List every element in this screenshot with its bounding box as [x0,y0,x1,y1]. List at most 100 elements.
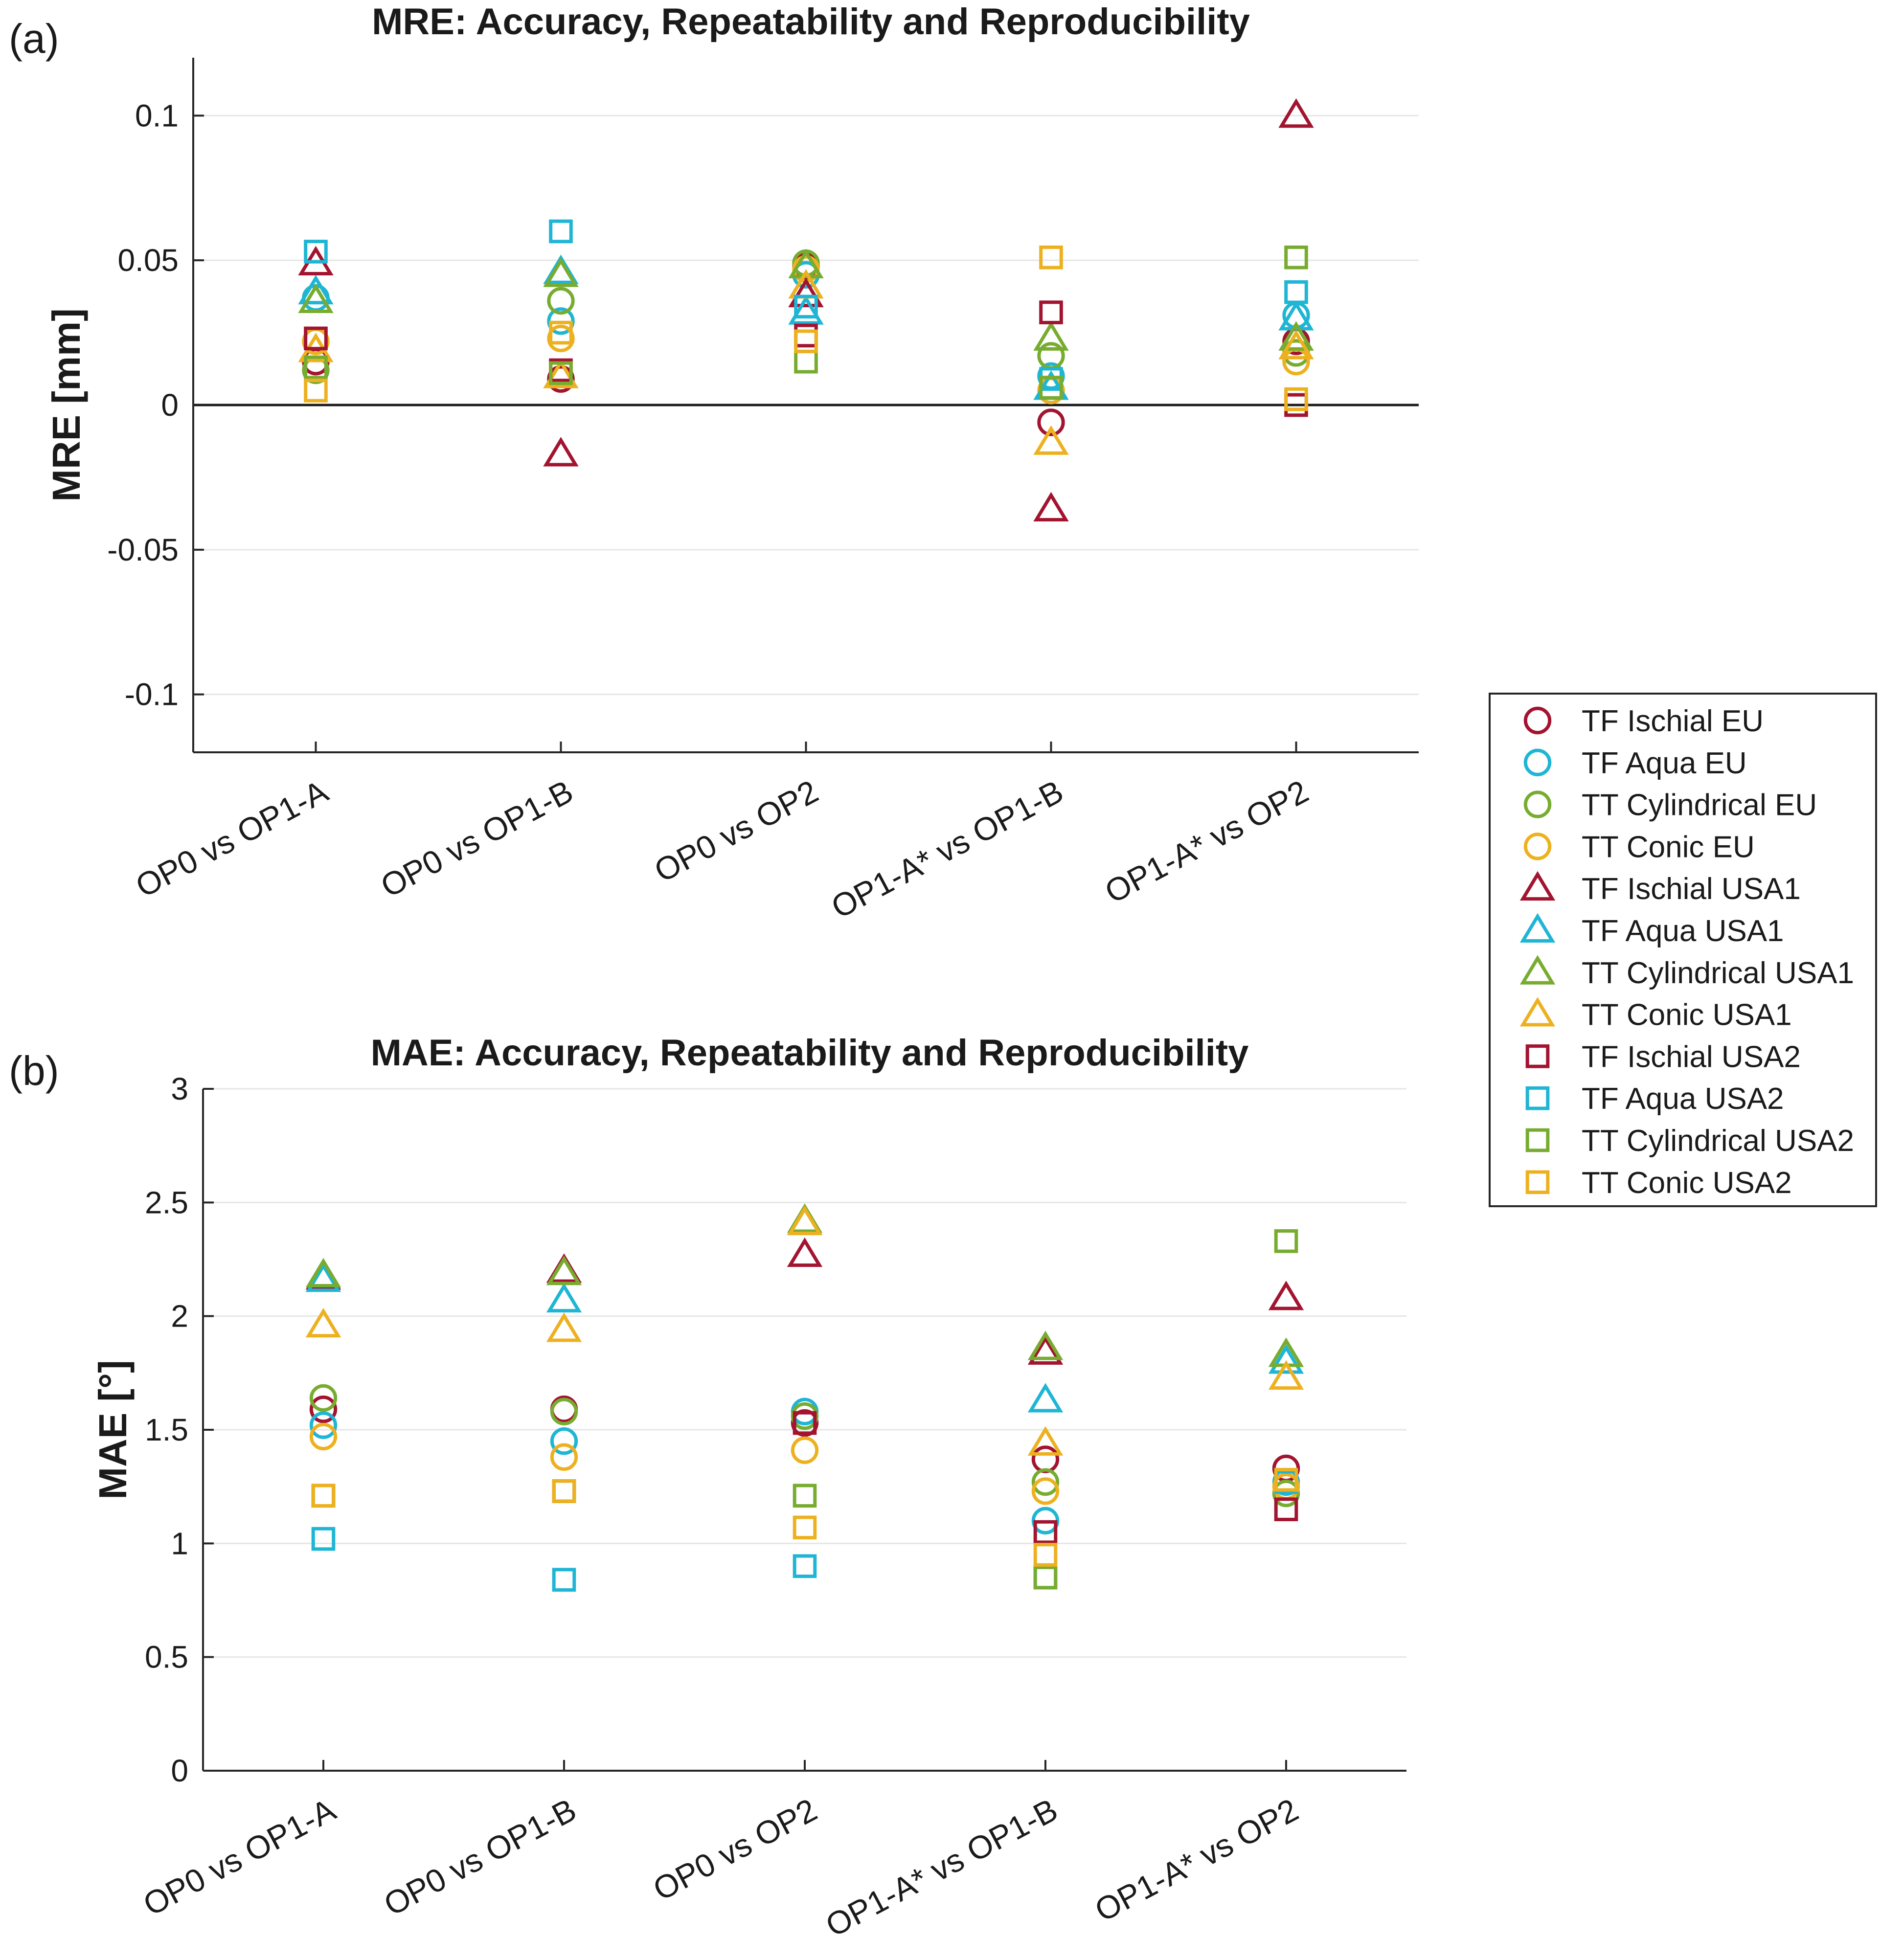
mre-point-tf-aqua-usa2-op0-vs-op1-a [304,240,328,264]
mae-ytick-label: 2.5 [145,1185,188,1220]
mae-point-tt-cylindrical-usa1-op0-vs-op1-b [546,1255,582,1285]
mae-point-tt-conic-usa1-op0-vs-op1-b [546,1312,582,1342]
mre-point-tt-conic-eu-op0-vs-op1-b [547,324,575,353]
mae-chart-title: MAE: Accuracy, Repeatability and Reprodu… [371,1032,1249,1074]
mae-ytick-label: 0.5 [145,1640,188,1675]
mae-point-tt-cylindrical-eu-op1-a-vs-op2 [1272,1479,1300,1508]
mre-category-label-op0-vs-op1-a: OP0 vs OP1-A [130,773,334,904]
mae-point-tf-aqua-usa2-op0-vs-op2 [793,1554,817,1578]
mre-point-tt-cylindrical-usa2-op0-vs-op1-b [549,361,573,385]
mae-point-tt-conic-usa1-op0-vs-op2 [787,1205,823,1236]
legend-marker-tf-aqua-eu [1523,748,1552,777]
mae-point-tf-ischial-usa2-op0-vs-op2 [793,1411,817,1435]
mre-point-tf-ischial-usa1-op1-a-vs-op1-b [1033,492,1069,521]
mre-ytick-label: -0.1 [125,677,179,712]
mre-point-tf-ischial-usa1-op0-vs-op2 [788,277,824,308]
mae-point-tt-cylindrical-eu-op0-vs-op1-b [550,1397,578,1426]
mae-chart: (b) MAE: Accuracy, Repeatability and Repr… [9,1032,1406,1944]
mre-point-tt-conic-usa2-op0-vs-op1-a [304,379,328,403]
mae-point-tt-conic-eu-op1-a-vs-op1-b [1031,1477,1060,1505]
mae-ytick-label: 1.5 [145,1412,188,1447]
mre-point-tf-aqua-usa2-op0-vs-op1-b [549,219,573,244]
mae-point-tf-ischial-eu-op1-a-vs-op1-b [1031,1445,1060,1473]
mre-point-tf-ischial-eu-op1-a-vs-op1-b [1037,408,1065,436]
mae-point-tf-ischial-usa1-op1-a-vs-op2 [1268,1281,1304,1310]
mre-point-tt-cylindrical-usa1-op0-vs-op1-b [543,257,579,287]
mre-point-tf-aqua-usa2-op1-a-vs-op2 [1284,280,1308,304]
mae-point-tt-conic-usa2-op1-a-vs-op1-b [1033,1543,1058,1567]
mae-point-tf-ischial-usa2-op0-vs-op1-a [311,1484,336,1508]
mre-point-tf-ischial-usa2-op1-a-vs-op1-b [1039,300,1063,324]
mae-point-tt-conic-usa2-op0-vs-op2 [793,1515,817,1540]
mre-point-tf-ischial-usa2-op0-vs-op2 [794,323,818,348]
mae-category-label-op0-vs-op1-b: OP0 vs OP1-B [378,1791,582,1923]
mre-point-tt-cylindrical-usa2-op1-a-vs-op2 [1284,245,1308,270]
legend-label-tf-aqua-usa2: TF Aqua USA2 [1582,1082,1784,1116]
mre-point-tf-aqua-usa1-op1-a-vs-op2 [1278,301,1314,331]
mae-ytick-label: 0 [171,1753,188,1788]
mae-ytick-label: 3 [171,1071,188,1106]
mre-point-tf-aqua-usa1-op0-vs-op1-a [298,274,334,305]
mae-point-tt-cylindrical-eu-op0-vs-op2 [791,1402,819,1430]
mae-point-tt-cylindrical-usa1-op1-a-vs-op1-b [1027,1330,1064,1360]
mre-category-label-op1-a-vs-op2: OP1-A* vs OP2 [1099,773,1314,910]
mre-point-tt-conic-usa1-op1-a-vs-op1-b [1033,425,1069,455]
mre-point-tt-conic-usa2-op1-a-vs-op2 [1284,387,1308,411]
mre-point-tt-conic-usa2-op0-vs-op1-b [549,320,573,345]
mae-ytick-label: 1 [171,1526,188,1561]
mae-point-tf-aqua-usa1-op0-vs-op1-b [546,1283,582,1313]
mre-point-tt-conic-usa2-op1-a-vs-op1-b [1039,245,1063,270]
legend-marker-tt-cylindrical-usa2 [1525,1128,1550,1152]
mre-point-tt-cylindrical-usa1-op0-vs-op1-a [298,283,334,313]
mae-point-tt-cylindrical-eu-op1-a-vs-op1-b [1031,1468,1060,1496]
legend-label-tt-conic-usa2: TT Conic USA2 [1582,1166,1792,1200]
mae-point-tt-conic-usa1-op1-a-vs-op2 [1268,1360,1304,1390]
legend-label-tt-cylindrical-usa2: TT Cylindrical USA2 [1582,1124,1854,1158]
legend-label-tt-cylindrical-usa1: TT Cylindrical USA1 [1582,956,1854,990]
legend-label-tf-ischial-usa2: TF Ischial USA2 [1582,1040,1801,1074]
legend-marker-tt-cylindrical-eu [1523,790,1552,818]
legend-label-tt-conic-eu: TT Conic EU [1582,830,1755,864]
legend-marker-tf-aqua-usa1 [1519,913,1556,943]
mae-y-axis-label: MAE [°] [91,1360,135,1499]
mae-point-tt-conic-usa1-op0-vs-op1-a [305,1307,341,1338]
mae-point-tt-cylindrical-usa2-op0-vs-op2 [793,1484,817,1508]
mre-point-tt-cylindrical-usa1-op0-vs-op2 [788,248,824,278]
legend-label-tt-cylindrical-eu: TT Cylindrical EU [1582,789,1817,822]
mae-category-label-op0-vs-op2: OP0 vs OP2 [647,1791,823,1908]
mae-point-tt-cylindrical-usa2-op0-vs-op1-a [311,1484,336,1508]
mae-point-tt-cylindrical-usa2-op1-a-vs-op1-b [1033,1565,1058,1590]
mae-point-tt-cylindrical-eu-op0-vs-op1-a [309,1384,338,1412]
mre-point-tf-ischial-usa1-op0-vs-op1-b [543,437,579,467]
mae-point-tf-ischial-eu-op0-vs-op2 [791,1409,819,1437]
legend-marker-tf-ischial-usa1 [1519,871,1556,901]
mre-category-label-op1-a-vs-op1-b: OP1-A* vs OP1-B [825,773,1069,925]
mre-point-tt-conic-usa1-op0-vs-op1-b [543,359,579,388]
mae-point-tt-conic-usa1-op1-a-vs-op1-b [1027,1426,1064,1456]
mae-point-tt-conic-usa2-op0-vs-op1-a [311,1484,336,1508]
mae-point-tf-aqua-usa2-op0-vs-op1-a [311,1527,336,1551]
legend-label-tf-aqua-eu: TF Aqua EU [1582,746,1747,780]
mae-point-tf-aqua-usa1-op1-a-vs-op1-b [1027,1383,1064,1413]
legend-marker-tt-conic-usa2 [1525,1170,1550,1194]
mae-point-tf-ischial-usa1-op0-vs-op2 [787,1237,823,1267]
mae-category-label-op1-a-vs-op2: OP1-A* vs OP2 [1089,1791,1304,1929]
mae-point-tf-ischial-usa2-op0-vs-op1-b [552,1479,576,1503]
mre-point-tf-aqua-usa2-op0-vs-op2 [794,294,818,319]
legend-marker-tf-ischial-usa2 [1525,1044,1550,1068]
legend-marker-tf-ischial-eu [1523,706,1552,735]
mae-point-tf-ischial-eu-op0-vs-op1-a [309,1395,338,1423]
legend-label-tf-ischial-usa1: TF Ischial USA1 [1582,872,1801,906]
mre-point-tt-cylindrical-eu-op0-vs-op1-b [547,287,575,315]
mae-point-tf-aqua-eu-op0-vs-op1-b [550,1427,578,1455]
mre-panel-label: (a) [9,16,59,62]
mae-point-tf-aqua-eu-op0-vs-op1-a [309,1411,338,1439]
mre-point-tf-ischial-usa1-op1-a-vs-op2 [1278,98,1314,128]
mre-ytick-label: 0.1 [135,98,179,133]
legend-label-tf-ischial-eu: TF Ischial EU [1582,704,1764,738]
mre-ytick-label: -0.05 [107,532,179,567]
mre-category-label-op0-vs-op1-b: OP0 vs OP1-B [375,773,579,904]
mre-chart-title: MRE: Accuracy, Repeatability and Reprodu… [372,1,1250,43]
mre-point-tt-cylindrical-usa1-op1-a-vs-op1-b [1033,321,1069,351]
